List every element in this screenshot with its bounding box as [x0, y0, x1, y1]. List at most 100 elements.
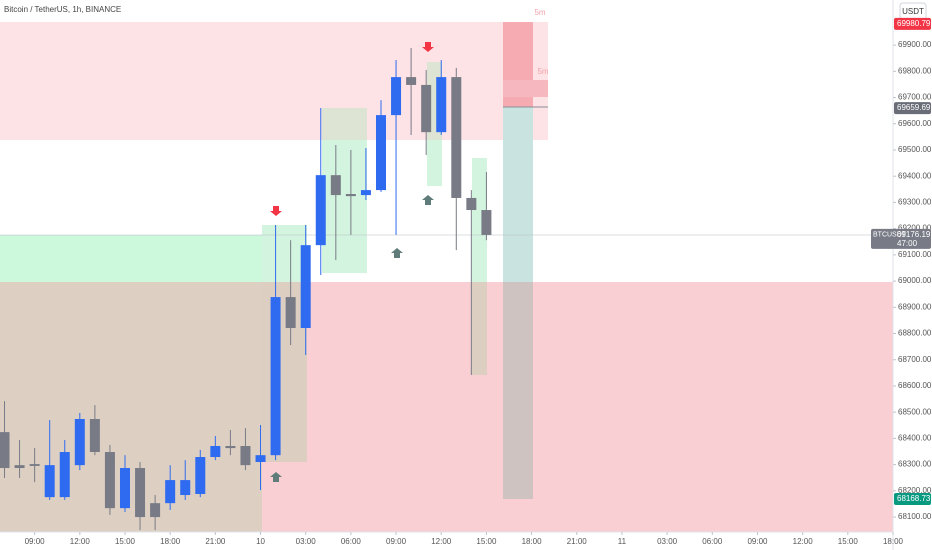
candle-body	[255, 455, 266, 462]
long-box	[322, 140, 367, 273]
x-tick-label: 09:00	[747, 537, 768, 546]
zone-label: 5m	[534, 8, 545, 17]
candle-body	[391, 77, 402, 116]
x-tick-label: 21:00	[567, 537, 588, 546]
candle-body	[360, 190, 371, 196]
long-box	[262, 282, 307, 462]
candle-body	[135, 468, 146, 518]
candle-body	[150, 503, 161, 518]
x-tick-label: 18:00	[883, 537, 904, 546]
price-tag	[894, 493, 931, 506]
candle-body	[240, 445, 251, 466]
y-tick-label: 68800.00	[898, 329, 932, 338]
y-tick-label: 69200.00	[898, 224, 932, 233]
price-tag-label: 68168.73	[897, 494, 931, 503]
candle-body	[330, 175, 341, 196]
y-tick-label: 68200.00	[898, 486, 932, 495]
y-tick-label: 68600.00	[898, 381, 932, 390]
x-tick-label: 03:00	[296, 537, 317, 546]
last-price-name: BTCUSDT	[873, 232, 907, 239]
target-box	[503, 107, 533, 282]
stop-box	[503, 80, 548, 97]
candle-body	[375, 115, 386, 191]
y-tick-label: 68400.00	[898, 434, 932, 443]
candle-body	[119, 468, 130, 509]
x-tick-label: 06:00	[702, 537, 723, 546]
y-tick-label: 69100.00	[898, 250, 932, 259]
x-tick-label: 18:00	[522, 537, 543, 546]
candle-body	[300, 245, 311, 329]
x-tick-label: 12:00	[793, 537, 814, 546]
x-tick-label: 09:00	[386, 537, 407, 546]
candle-body	[59, 452, 70, 498]
candle-body	[436, 77, 447, 133]
long-box	[472, 158, 487, 282]
candle-body	[210, 445, 221, 458]
buy-arrow	[391, 248, 403, 258]
candle-body	[270, 297, 281, 456]
candle-body	[14, 465, 25, 469]
y-tick-label: 69900.00	[898, 40, 932, 49]
sell-zone	[262, 282, 893, 532]
x-tick-label: 21:00	[205, 537, 226, 546]
y-tick-label: 68900.00	[898, 302, 932, 311]
y-tick-label: 68500.00	[898, 407, 932, 416]
x-tick-label: 11	[618, 537, 627, 546]
candle-body	[345, 194, 356, 197]
x-tick-label: 15:00	[115, 537, 136, 546]
y-tick-label: 68100.00	[898, 512, 932, 521]
long-box	[472, 282, 487, 375]
x-tick-label: 06:00	[341, 537, 362, 546]
candle-body	[74, 418, 85, 466]
last-price-label: 69176.19	[897, 230, 931, 239]
candle-body	[406, 77, 417, 85]
long-box	[322, 108, 367, 140]
demand-zone	[0, 235, 262, 282]
sell-arrow	[270, 206, 282, 216]
candle-body	[451, 77, 462, 198]
candle-body	[421, 84, 432, 133]
x-tick-label: 12:00	[431, 537, 452, 546]
x-tick-label: 15:00	[838, 537, 859, 546]
sell-arrow	[422, 42, 434, 52]
candle-body	[466, 197, 477, 211]
price-tag	[894, 17, 931, 30]
currency-label[interactable]: USDT	[902, 7, 924, 16]
chart-title: Bitcoin / TetherUS, 1h, BINANCE	[4, 5, 121, 14]
x-tick-label: 18:00	[160, 537, 181, 546]
target-box	[503, 282, 533, 499]
candle-body	[104, 452, 115, 509]
x-tick-label: 10	[256, 537, 265, 546]
supply-zone	[0, 22, 548, 140]
y-tick-label: 68300.00	[898, 460, 932, 469]
y-tick-label: 68700.00	[898, 355, 932, 364]
candle-body	[44, 465, 55, 498]
y-tick-label: 69800.00	[898, 66, 932, 75]
candle-body	[0, 432, 10, 469]
candle-body	[315, 175, 326, 246]
y-tick-label: 69600.00	[898, 119, 932, 128]
x-tick-label: 12:00	[70, 537, 91, 546]
price-tag-label: 69659.69	[897, 103, 931, 112]
candle-body	[89, 418, 100, 453]
overlap-zone	[0, 282, 262, 532]
candle-body	[481, 210, 492, 235]
y-tick-label: 69000.00	[898, 276, 932, 285]
candle-body	[285, 297, 296, 329]
x-tick-label: 15:00	[476, 537, 497, 546]
x-tick-label: 09:00	[25, 537, 46, 546]
price-tag	[894, 102, 931, 115]
candle-body	[195, 457, 206, 494]
buy-arrow	[270, 472, 282, 482]
y-tick-label: 69700.00	[898, 93, 932, 102]
candle-body	[165, 480, 176, 504]
last-price-tag	[871, 228, 931, 249]
candle-body	[225, 445, 236, 449]
candle-body	[29, 464, 40, 466]
last-price-countdown: 47:00	[897, 239, 918, 248]
price-tag-label: 69980.79	[897, 19, 931, 28]
y-tick-label: 69300.00	[898, 198, 932, 207]
long-box	[262, 225, 307, 282]
y-tick-label: 69500.00	[898, 145, 932, 154]
